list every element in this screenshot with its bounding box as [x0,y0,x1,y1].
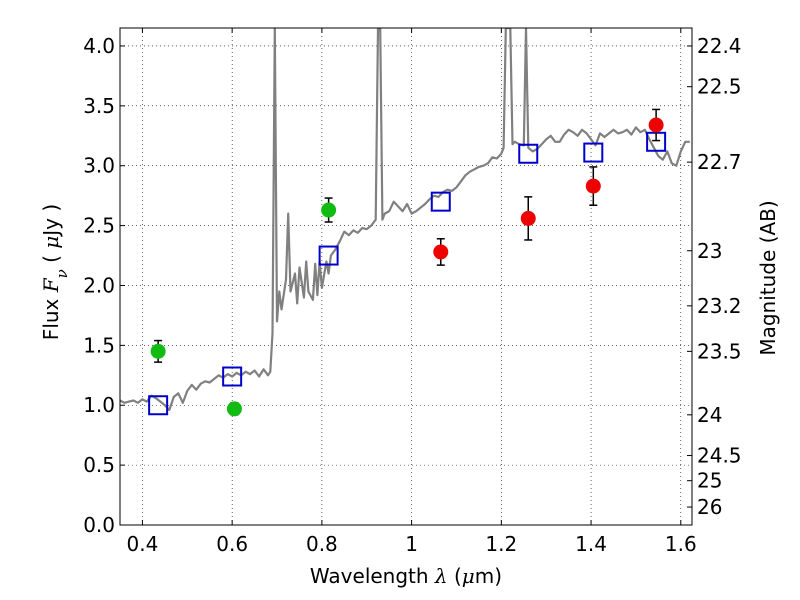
model-photometry-marker [318,245,339,266]
axis-ticks: 0.4 0.6 0.8 1 1.2 1.4 1.6 0.0 0.5 1.0 1.5 2.0 2.5 3.0… [83,28,742,556]
observed-flux-point [321,202,337,218]
plot-data [120,28,690,417]
y-tick-label: 3.5 [83,94,115,118]
x-tick-label: 0.4 [127,532,159,556]
x-tick-label: 0.8 [306,532,338,556]
x-axis-label: Wavelength λ (μm) [310,564,502,588]
observed-flux-point [433,244,449,260]
y2-tick-label: 23.2 [697,294,742,318]
model-photometry-marker [148,395,169,416]
y-tick-label: 1.5 [83,333,115,357]
y2-axis-label: Magnitude (AB) [756,200,780,355]
y2-tick-label: 23 [697,239,722,263]
observed-flux-point [226,401,242,417]
observed-flux-point [150,343,166,359]
y2-tick-label: 26 [697,495,722,519]
y2-tick-label: 25 [697,469,722,493]
y2-tick-label: 23.5 [697,339,742,363]
model-spectrum-line [120,28,690,412]
y-tick-label: 1.0 [83,393,115,417]
y2-tick-label: 24 [697,403,722,427]
observed-flux-point [585,178,601,194]
y-tick-label: 4.0 [83,34,115,58]
x-tick-label: 1 [405,532,418,556]
y2-tick-label: 22.4 [697,34,742,58]
model-photometry-marker [222,366,243,387]
x-tick-label: 0.6 [216,532,248,556]
x-tick-label: 1.2 [485,532,517,556]
y-tick-label: 3.0 [83,154,115,178]
y2-tick-label: 22.7 [697,150,742,174]
y-tick-label: 0.5 [83,453,115,477]
observed-flux-point [648,117,664,133]
observed-flux-point [520,210,536,226]
y-tick-label: 0.0 [83,513,115,537]
y-tick-label: 2.0 [83,273,115,297]
y2-tick-label: 22.5 [697,75,742,99]
y-axis-label: Flux Fν ( μJy ) [39,204,71,340]
model-photometry-marker [583,142,604,163]
y2-tick-label: 24.5 [697,444,742,468]
model-photometry-marker [518,143,539,164]
x-tick-label: 1.4 [575,532,607,556]
y-tick-label: 2.5 [83,214,115,238]
plot-frame [119,27,693,526]
model-photometry-marker [430,191,451,212]
x-tick-label: 1.6 [665,532,697,556]
grid [120,28,692,526]
